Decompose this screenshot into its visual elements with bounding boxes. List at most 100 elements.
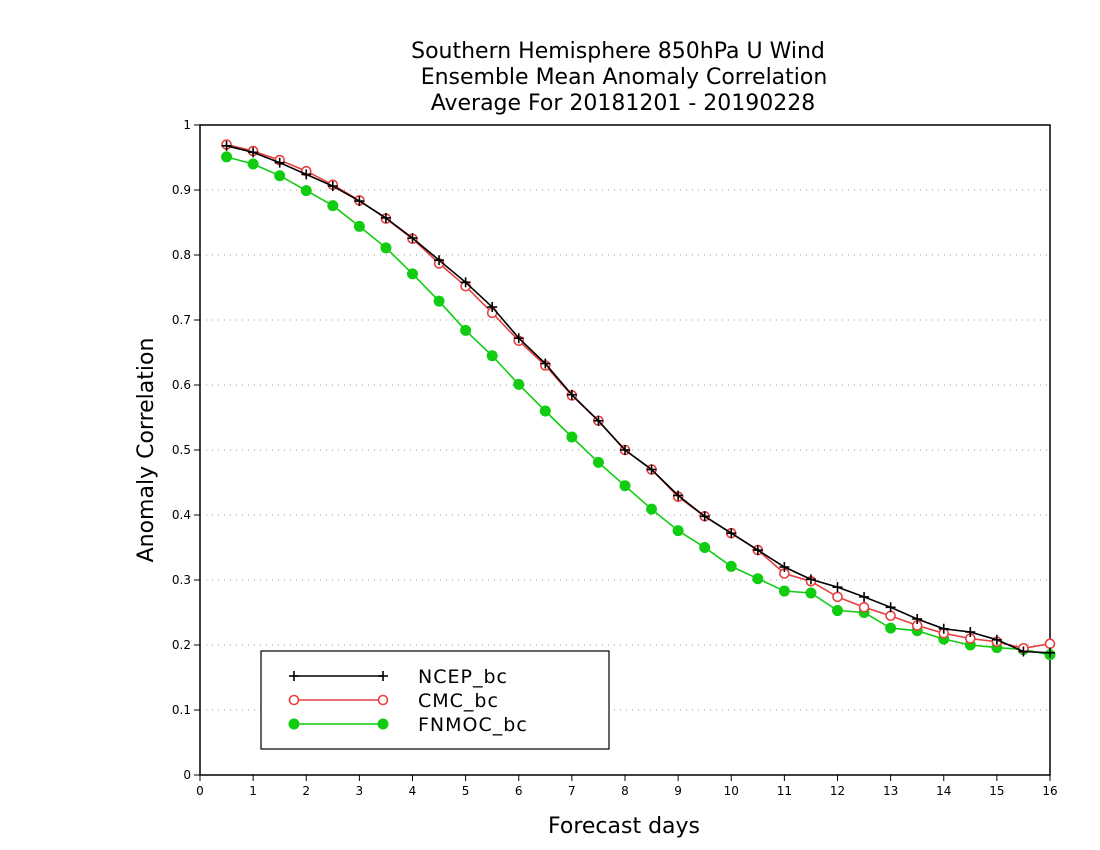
x-tick-label: 10 [724,784,739,798]
point-fnmoc-bc-marker [247,158,259,170]
legend-label-fnmoc-bc: FNMOC_bc [418,714,528,736]
point-fnmoc-bc-marker [725,560,737,572]
point-ncep-bc-marker [566,389,577,400]
legend-item-ncep-bc: NCEP_bc [289,666,508,688]
x-tick-label: 15 [989,784,1004,798]
point-ncep-bc-marker [380,212,391,223]
legend-ncep-bc-marker [289,671,299,681]
point-ncep-bc-marker [354,196,365,207]
point-fnmoc-bc-marker [221,151,233,163]
point-fnmoc-bc-marker [407,268,418,280]
x-tick-label: 14 [936,784,951,798]
point-fnmoc-bc-marker [539,405,551,417]
point-fnmoc-bc-marker [300,185,312,197]
series-line-ncep-bc [226,145,1051,654]
x-tick-label: 1 [249,784,257,798]
point-fnmoc-bc-marker [805,587,817,599]
point-ncep-bc-marker [620,445,630,455]
point-fnmoc-bc-marker [752,573,764,585]
point-ncep-bc-marker [885,602,896,613]
point-ncep-bc-marker [699,511,710,522]
legend-item-cmc-bc: CMC_bc [288,690,499,712]
x-tick-label: 4 [409,784,417,798]
title-line-1: Southern Hemisphere 850hPa U Wind [411,39,825,64]
point-fnmoc-bc-marker [646,503,658,515]
y-axis-title: Anomaly Correlation [134,338,159,563]
y-tick-label: 0.6 [172,378,191,392]
x-tick-label: 0 [196,784,204,798]
point-fnmoc-bc-marker [327,200,339,212]
y-tick-label: 0.1 [172,703,191,717]
point-ncep-bc-marker [805,574,816,585]
point-fnmoc-bc-marker [380,242,392,254]
legend-label-cmc-bc: CMC_bc [418,690,499,712]
x-tick-label: 3 [356,784,364,798]
point-ncep-bc-marker [1018,646,1029,657]
title-line-3: Average For 20181201 - 20190228 [431,91,816,116]
x-tick-label: 16 [1042,784,1057,798]
point-ncep-bc-marker [301,169,312,180]
x-tick-label: 12 [830,784,845,798]
point-ncep-bc-marker [673,490,684,501]
x-tick-label: 7 [568,784,576,798]
axis-ticks: 00.10.20.30.40.50.60.70.80.910 1 2 3 4 5 6 7 8 9 1… [172,118,1058,798]
point-ncep-bc-marker [832,582,843,593]
y-tick-label: 0.5 [172,443,191,457]
point-fnmoc-bc-marker [672,525,684,537]
point-cmc-bc-marker [885,610,896,622]
point-ncep-bc-marker [460,277,471,288]
x-tick-label: 8 [621,784,629,798]
y-tick-label: 1 [183,118,191,132]
point-ncep-bc-marker [593,415,604,426]
point-fnmoc-bc-marker [353,220,365,232]
x-tick-label: 6 [515,784,523,798]
point-fnmoc-bc-marker [832,605,843,617]
point-fnmoc-bc-marker [619,480,631,492]
point-fnmoc-bc-marker [885,622,897,634]
legend-label-ncep-bc: NCEP_bc [418,666,508,688]
x-tick-label: 9 [674,784,682,798]
point-fnmoc-bc-marker [592,456,604,468]
legend-ncep-bc-marker [378,671,388,681]
point-cmc-bc-marker [832,591,843,603]
y-tick-label: 0.9 [172,183,191,197]
series-ncep-bc [221,140,1055,658]
y-tick-label: 0.8 [172,248,191,262]
point-ncep-bc-marker [434,255,445,266]
legend-item-fnmoc-bc: FNMOC_bc [288,714,528,736]
point-fnmoc-bc-marker [566,431,578,443]
point-ncep-bc-marker [646,464,657,475]
point-ncep-bc-marker [938,623,949,634]
title-line-2: Ensemble Mean Anomaly Correlation [421,65,828,90]
point-ncep-bc-marker [1045,647,1055,658]
legend-cmc-bc-marker [377,694,389,706]
y-tick-label: 0.4 [172,508,191,522]
point-cmc-bc-marker [858,601,870,613]
legend-fnmoc-bc-marker [288,718,300,730]
point-ncep-bc-marker [965,627,976,637]
point-ncep-bc-marker [513,333,524,344]
point-fnmoc-bc-marker [486,350,498,362]
point-ncep-bc-marker [248,147,259,158]
x-tick-label: 5 [462,784,470,798]
point-ncep-bc-marker [859,591,870,602]
series-fnmoc-bc [221,151,1056,661]
x-tick-label: 11 [777,784,792,798]
point-ncep-bc-marker [487,302,498,312]
legend-fnmoc-bc-marker [377,718,389,730]
y-tick-label: 0 [183,768,191,782]
point-fnmoc-bc-marker [778,585,790,597]
x-tick-label: 2 [302,784,310,798]
legend-cmc-bc-marker [288,694,300,706]
point-ncep-bc-marker [540,358,551,369]
y-tick-label: 0.7 [172,313,191,327]
point-ncep-bc-marker [779,562,790,572]
y-tick-label: 0.3 [172,573,191,587]
point-cmc-bc-marker [1044,638,1056,650]
point-ncep-bc-marker [912,614,923,624]
point-ncep-bc-marker [274,157,285,168]
point-ncep-bc-marker [752,545,763,556]
point-fnmoc-bc-marker [513,378,525,390]
